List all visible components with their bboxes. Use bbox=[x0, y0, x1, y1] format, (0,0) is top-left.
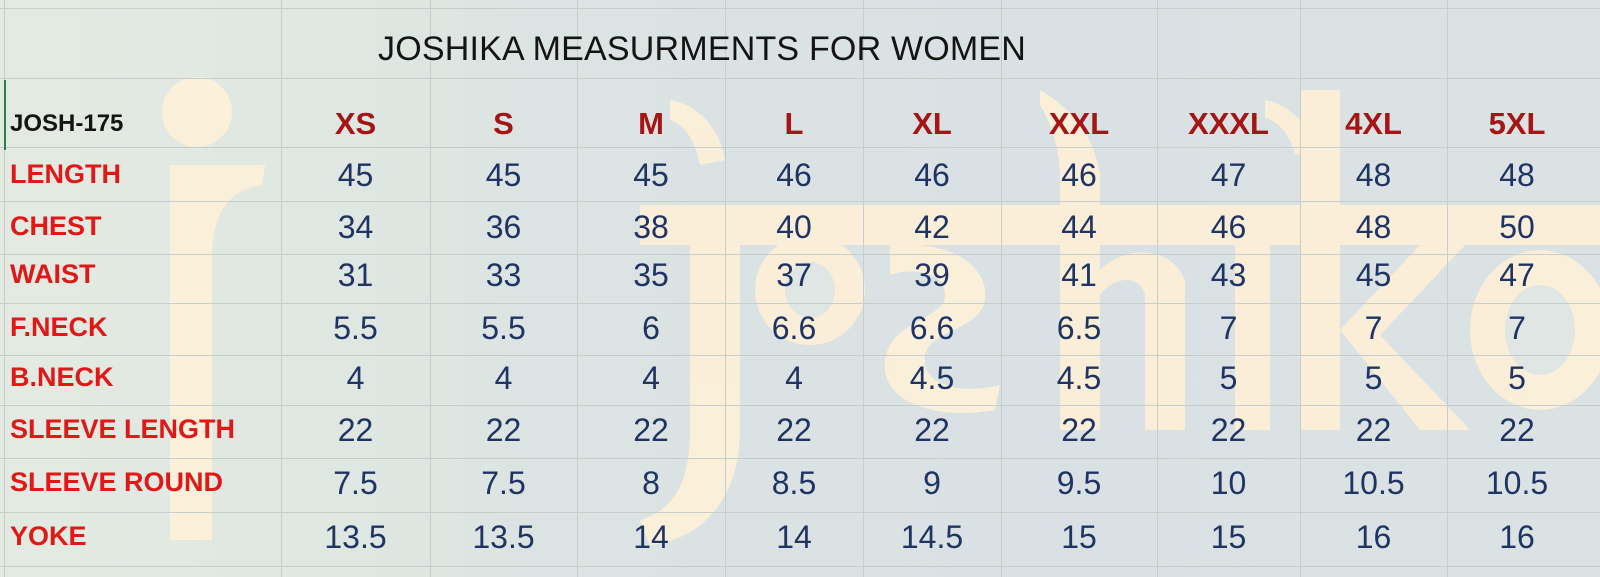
table-cell: 37 bbox=[776, 257, 812, 293]
table-cell: 6 bbox=[642, 310, 660, 346]
table-cell: 4.5 bbox=[909, 360, 955, 396]
size-header: XS bbox=[334, 106, 377, 141]
table-cell: 4 bbox=[494, 360, 513, 396]
table-cell: 4 bbox=[642, 360, 660, 396]
table-cell: 46 bbox=[914, 157, 950, 193]
table-cell: 36 bbox=[485, 209, 522, 245]
table-cell: 47 bbox=[1499, 257, 1535, 293]
table-cell: 15 bbox=[1061, 519, 1097, 555]
table-cell: 46 bbox=[1210, 209, 1247, 245]
table-cell: 45 bbox=[337, 157, 374, 193]
row-label: WAIST bbox=[10, 259, 96, 289]
table-cell: 48 bbox=[1499, 157, 1535, 193]
table-cell: 4.5 bbox=[1056, 360, 1102, 396]
table-cell: 40 bbox=[776, 209, 812, 245]
row-label: YOKE bbox=[10, 521, 87, 551]
row-label: B.NECK bbox=[10, 362, 114, 392]
size-header: XXXL bbox=[1188, 106, 1269, 141]
table-cell: 5 bbox=[1364, 360, 1383, 396]
table-cell: 22 bbox=[1355, 412, 1392, 448]
table-cell: 5 bbox=[1219, 360, 1238, 396]
table-cell: 22 bbox=[1210, 412, 1247, 448]
table-cell: 22 bbox=[485, 412, 522, 448]
row-label: LENGTH bbox=[10, 159, 121, 189]
size-header: S bbox=[493, 106, 514, 141]
row-label: CHEST bbox=[10, 211, 102, 241]
table-cell: 48 bbox=[1355, 209, 1392, 245]
size-header: XL bbox=[912, 106, 952, 141]
table-cell: 41 bbox=[1061, 257, 1097, 293]
table-cell: 5.5 bbox=[333, 310, 378, 346]
table-cell: 22 bbox=[633, 412, 669, 448]
table-cell: 7 bbox=[1364, 310, 1383, 346]
table-cell: 13.5 bbox=[472, 519, 535, 555]
table-cell: 5 bbox=[1508, 360, 1526, 396]
table-cell: 22 bbox=[337, 412, 374, 448]
table-cell: 22 bbox=[1499, 412, 1535, 448]
table-cell: 34 bbox=[337, 209, 374, 245]
table-cell: 14 bbox=[633, 519, 669, 555]
table-cell: 45 bbox=[485, 157, 522, 193]
size-header: 5XL bbox=[1488, 106, 1546, 141]
row-label: F.NECK bbox=[10, 312, 108, 342]
table-cell: 39 bbox=[914, 257, 950, 293]
table-cell: 7.5 bbox=[333, 465, 378, 501]
table-cell: 6.6 bbox=[771, 310, 817, 346]
table-cell: 47 bbox=[1210, 157, 1247, 193]
table-cell: 6.5 bbox=[1056, 310, 1102, 346]
table-cell: 31 bbox=[337, 257, 374, 293]
table-cell: 9.5 bbox=[1056, 465, 1102, 501]
table-cell: 7.5 bbox=[481, 465, 526, 501]
table-cell: 35 bbox=[633, 257, 669, 293]
table-cell: 22 bbox=[776, 412, 812, 448]
table-cell: 4 bbox=[346, 360, 365, 396]
table-cell: 7 bbox=[1508, 310, 1526, 346]
table-cell: 6.6 bbox=[909, 310, 955, 346]
table-cell: 10.5 bbox=[1485, 465, 1549, 501]
table-cell: 15 bbox=[1210, 519, 1247, 555]
size-header: L bbox=[784, 106, 804, 141]
table-cell: 46 bbox=[776, 157, 812, 193]
table-cell: 42 bbox=[914, 209, 950, 245]
table-cell: 46 bbox=[1061, 157, 1097, 193]
table-cell: 22 bbox=[1061, 412, 1097, 448]
table-cell: 33 bbox=[485, 257, 522, 293]
table-cell: 4 bbox=[785, 360, 803, 396]
table-cell: 22 bbox=[914, 412, 950, 448]
table-cell: 14 bbox=[776, 519, 812, 555]
table-cell: 16 bbox=[1499, 519, 1535, 555]
table-cell: 5.5 bbox=[481, 310, 526, 346]
table-cell: 13.5 bbox=[324, 519, 387, 555]
table-cell: 10 bbox=[1210, 465, 1247, 501]
table-cell: 38 bbox=[633, 209, 669, 245]
table-cell: 9 bbox=[923, 465, 941, 501]
table-cell: 43 bbox=[1210, 257, 1247, 293]
size-header: 4XL bbox=[1345, 106, 1402, 141]
table-cell: 8 bbox=[642, 465, 660, 501]
size-header: XXL bbox=[1048, 106, 1110, 141]
table-cell: 8.5 bbox=[771, 465, 817, 501]
table-cell: 7 bbox=[1219, 310, 1238, 346]
table-cell: 45 bbox=[633, 157, 669, 193]
style-code: JOSH-175 bbox=[10, 110, 124, 137]
table-cell: 16 bbox=[1355, 519, 1392, 555]
table-cell: 45 bbox=[1355, 257, 1392, 293]
row-label: SLEEVE ROUND bbox=[10, 467, 224, 497]
table-cell: 50 bbox=[1499, 209, 1535, 245]
size-header: M bbox=[638, 106, 664, 141]
sheet-title: JOSHIKA MEASURMENTS FOR WOMEN bbox=[378, 30, 1027, 68]
row-label: SLEEVE LENGTH bbox=[10, 414, 236, 444]
table-cell: 44 bbox=[1061, 209, 1097, 245]
table-cell: 14.5 bbox=[900, 519, 964, 555]
table-cell: 48 bbox=[1355, 157, 1392, 193]
table-cell: 10.5 bbox=[1342, 465, 1405, 501]
